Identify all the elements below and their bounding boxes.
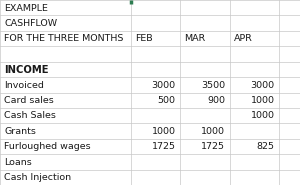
Text: 500: 500 <box>158 96 175 105</box>
Text: Card sales: Card sales <box>4 96 54 105</box>
Text: 1000: 1000 <box>152 127 176 136</box>
Text: 3500: 3500 <box>201 81 225 90</box>
Text: FOR THE THREE MONTHS: FOR THE THREE MONTHS <box>4 34 124 43</box>
Text: 1000: 1000 <box>201 127 225 136</box>
Text: 900: 900 <box>207 96 225 105</box>
Text: Grants: Grants <box>4 127 36 136</box>
Text: Invoiced: Invoiced <box>4 81 44 90</box>
Text: 1725: 1725 <box>201 142 225 151</box>
Text: FEB: FEB <box>135 34 153 43</box>
Text: 1000: 1000 <box>250 96 274 105</box>
Text: Cash Injection: Cash Injection <box>4 173 72 182</box>
Text: APR: APR <box>234 34 253 43</box>
Text: 3000: 3000 <box>152 81 176 90</box>
Text: INCOME: INCOME <box>4 65 49 75</box>
Text: 825: 825 <box>256 142 274 151</box>
Text: 1000: 1000 <box>250 111 274 120</box>
Text: Cash Sales: Cash Sales <box>4 111 56 120</box>
Text: MAR: MAR <box>184 34 206 43</box>
Text: CASHFLOW: CASHFLOW <box>4 19 58 28</box>
Text: Furloughed wages: Furloughed wages <box>4 142 91 151</box>
Text: Loans: Loans <box>4 158 32 167</box>
Text: 1725: 1725 <box>152 142 176 151</box>
Text: 3000: 3000 <box>250 81 274 90</box>
Text: EXAMPLE: EXAMPLE <box>4 4 48 13</box>
